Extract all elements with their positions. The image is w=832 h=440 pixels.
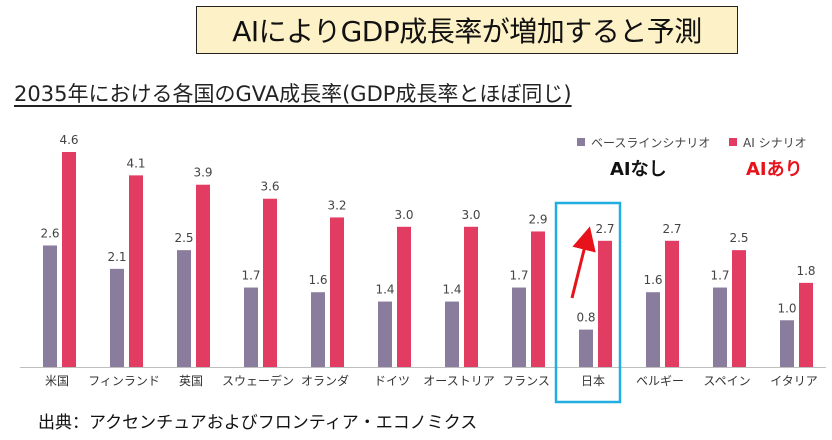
legend-swatch-baseline: [577, 138, 585, 146]
baseline-bar: [713, 287, 727, 367]
baseline-bar: [43, 245, 57, 367]
ai-value-label: 4.1: [126, 156, 145, 170]
legend-label-ai: AI シナリオ: [743, 136, 807, 150]
category-tick-label: ベルギー: [636, 374, 684, 388]
ai-bar: [531, 231, 545, 367]
baseline-value-label: 2.5: [174, 231, 193, 245]
ai-value-label: 2.7: [662, 222, 681, 236]
baseline-bar: [177, 250, 191, 367]
source-note: 出典：アクセンチュアおよびフロンティア・エコノミクス: [38, 413, 478, 433]
ai-bar: [196, 184, 210, 367]
category-tick-label: オランダ: [301, 373, 349, 388]
category-tick-label: スウェーデン: [222, 373, 294, 388]
ai-bar: [263, 198, 277, 367]
ai-value-label: 2.5: [729, 231, 748, 245]
baseline-value-label: 2.6: [40, 226, 59, 240]
baseline-value-label: 1.4: [375, 283, 394, 297]
ai-value-label: 2.7: [595, 222, 614, 236]
baseline-bar: [512, 287, 526, 367]
baseline-value-label: 1.6: [308, 273, 327, 287]
annotation-ai-none: AIなし: [610, 159, 667, 180]
ai-value-label: 4.6: [59, 133, 78, 147]
increase-arrow-icon: [570, 226, 596, 299]
ai-value-label: 3.6: [260, 180, 279, 194]
baseline-value-label: 1.0: [777, 301, 796, 315]
baseline-value-label: 2.1: [107, 250, 126, 264]
ai-bar: [330, 217, 344, 367]
category-tick-label: オーストリア: [423, 374, 494, 388]
baseline-bar: [110, 268, 124, 367]
category-tick-label: フィンランド: [88, 374, 160, 388]
ai-bar: [62, 152, 76, 367]
baseline-value-label: 1.7: [241, 269, 260, 283]
baseline-value-label: 0.8: [576, 311, 595, 325]
ai-bar: [397, 226, 411, 367]
category-tick-label: 日本: [581, 374, 605, 388]
baseline-bar: [646, 292, 660, 367]
baseline-value-label: 1.7: [710, 269, 729, 283]
ai-bar: [129, 175, 143, 367]
ai-value-label: 3.9: [193, 166, 212, 180]
highlight-box-japan: [554, 201, 622, 404]
baseline-value-label: 1.7: [509, 269, 528, 283]
ai-value-label: 3.2: [327, 198, 346, 212]
baseline-value-label: 1.4: [442, 283, 461, 297]
baseline-bar: [378, 301, 392, 367]
category-tick-label: フランス: [502, 374, 550, 388]
baseline-bar: [579, 329, 593, 367]
ai-value-label: 1.8: [796, 264, 815, 278]
ai-bar: [799, 282, 813, 367]
category-tick-label: ドイツ: [374, 374, 410, 388]
legend-swatch-ai: [729, 138, 737, 146]
annotation-ai-with: AIあり: [746, 159, 803, 180]
category-tick-label: 米国: [45, 374, 69, 388]
category-tick-label: イタリア: [770, 374, 818, 388]
ai-value-label: 3.0: [394, 208, 413, 222]
ai-bar: [732, 250, 746, 367]
baseline-bar: [244, 287, 258, 367]
ai-bar: [598, 240, 612, 367]
ai-value-label: 2.9: [528, 212, 547, 226]
page-title: AIによりGDP成長率が増加すると予測: [232, 15, 702, 48]
ai-value-label: 3.0: [461, 208, 480, 222]
baseline-bar: [445, 301, 459, 367]
category-tick-label: 英国: [179, 374, 203, 388]
baseline-value-label: 1.6: [643, 273, 662, 287]
ai-bar: [464, 226, 478, 367]
category-tick-label: スペイン: [703, 374, 750, 388]
baseline-bar: [311, 292, 325, 367]
legend-label-baseline: ベースラインシナリオ: [591, 136, 710, 150]
chart-subtitle: 2035年における各国のGVA成長率(GDP成長率とほぼ同じ): [14, 82, 572, 106]
page-title-box: AIによりGDP成長率が増加すると予測: [196, 6, 738, 54]
baseline-bar: [780, 320, 794, 367]
ai-bar: [665, 240, 679, 367]
